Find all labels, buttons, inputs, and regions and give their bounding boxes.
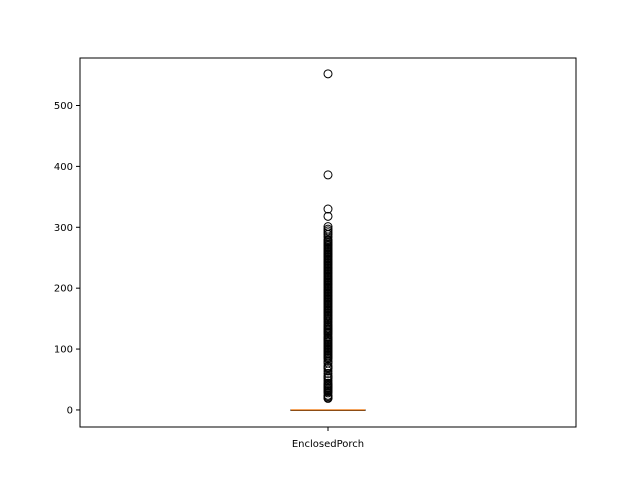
x-axis: EnclosedPorch <box>292 427 364 450</box>
outlier-point <box>323 368 333 378</box>
y-tick-label: 400 <box>54 162 73 173</box>
outlier-point <box>323 204 333 214</box>
outlier-point <box>323 356 333 366</box>
outlier-point <box>323 222 333 232</box>
outlier-point <box>323 378 333 388</box>
y-tick-label: 200 <box>54 284 73 295</box>
outlier-point <box>323 376 333 386</box>
outlier-point <box>323 170 333 180</box>
box-layer <box>290 409 366 411</box>
outlier-layer <box>323 69 333 403</box>
outlier-point <box>323 211 333 221</box>
outlier-point <box>323 224 333 234</box>
outlier-point <box>323 234 333 244</box>
y-axis: 0 100 200 300 400 500 <box>54 101 80 416</box>
y-tick-label: 0 <box>67 405 73 416</box>
y-tick-label: 300 <box>54 223 73 234</box>
y-tick-label: 100 <box>54 345 73 356</box>
y-tick-label: 500 <box>54 101 73 112</box>
outlier-point <box>323 371 333 381</box>
x-tick-label: EnclosedPorch <box>292 439 364 450</box>
outlier-point <box>323 69 333 79</box>
outlier-point <box>323 361 333 371</box>
